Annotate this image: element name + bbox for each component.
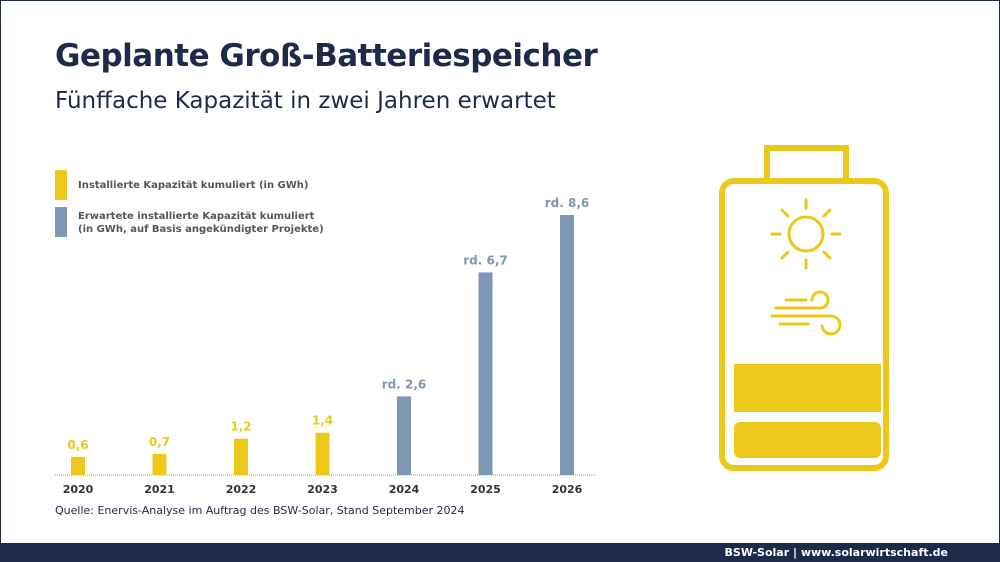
bar-2023 bbox=[315, 432, 330, 475]
chart-subtitle: Fünffache Kapazität in zwei Jahren erwar… bbox=[55, 88, 556, 114]
chart-title: Geplante Groß-Batteriespeicher bbox=[55, 38, 598, 74]
bar-2022 bbox=[234, 438, 248, 475]
footer: BSW-Solar | www.solarwirtschaft.de bbox=[0, 543, 1000, 562]
data-label-2022: 1,2 bbox=[230, 420, 251, 434]
x-tick-2025: 2025 bbox=[470, 483, 501, 496]
legend-label-expected: Erwartete installierte Kapazität kumulie… bbox=[78, 210, 324, 236]
x-tick-2020: 2020 bbox=[63, 483, 94, 496]
wind-icon bbox=[770, 290, 842, 336]
bar-2024 bbox=[397, 396, 411, 475]
legend-label-installed: Installierte Kapazität kumuliert (in GWh… bbox=[78, 180, 309, 191]
data-label-2021: 0,7 bbox=[149, 435, 170, 449]
data-label-2025: rd. 6,7 bbox=[463, 253, 508, 267]
x-tick-2026: 2026 bbox=[552, 483, 583, 496]
data-label-2026: rd. 8,6 bbox=[545, 196, 590, 210]
source-note: Quelle: Enervis-Analyse im Auftrag des B… bbox=[55, 504, 465, 517]
data-label-2024: rd. 2,6 bbox=[382, 377, 427, 391]
data-label-2023: 1,4 bbox=[312, 414, 333, 428]
legend-swatch-expected bbox=[55, 207, 67, 237]
data-label-2020: 0,6 bbox=[67, 438, 88, 452]
x-tick-2024: 2024 bbox=[389, 483, 420, 496]
sun-icon bbox=[770, 198, 842, 270]
footer-text: BSW-Solar | www.solarwirtschaft.de bbox=[724, 546, 948, 559]
bar-2020 bbox=[71, 456, 85, 475]
x-tick-2023: 2023 bbox=[307, 483, 338, 496]
legend-line-1: Erwartete installierte Kapazität kumulie… bbox=[78, 211, 315, 222]
legend-swatch-installed bbox=[55, 170, 67, 200]
bar-2026 bbox=[560, 215, 574, 475]
legend-line-2: (in GWh, auf Basis angekündigter Projekt… bbox=[78, 224, 324, 235]
x-tick-2021: 2021 bbox=[144, 483, 175, 496]
bar-2021 bbox=[152, 453, 167, 475]
x-tick-2022: 2022 bbox=[226, 483, 257, 496]
bar-2025 bbox=[478, 272, 493, 475]
